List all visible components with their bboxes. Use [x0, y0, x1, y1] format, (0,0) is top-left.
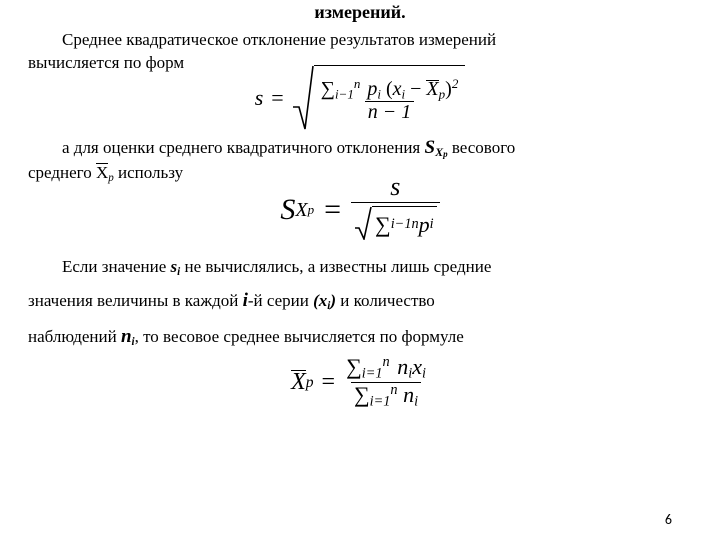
sum-lower: i−1 — [391, 217, 412, 232]
sum-lower: i=1 — [370, 394, 391, 410]
text: среднего — [28, 163, 96, 182]
p-sub: i — [430, 217, 434, 232]
formula-2-sqrt: ∑i−1n pi — [354, 206, 437, 240]
sum-upper: n — [411, 217, 418, 232]
text: весового — [448, 138, 516, 157]
minus: − — [405, 78, 426, 100]
formula-3-equals: = — [322, 369, 336, 396]
formula-3-xbar: X — [291, 369, 306, 396]
sigma-icon: ∑ — [375, 213, 391, 236]
paragraph-2-line-1: а для оценки среднего квадратичного откл… — [28, 135, 515, 161]
sum-upper: n — [390, 382, 397, 398]
text: не вычислялись, а известны лишь средние — [180, 257, 491, 276]
formula-3-xbar-sub: p — [306, 374, 314, 392]
sum-lower: i−1 — [335, 86, 354, 101]
formula-1-sqrt: ∑i−1n pi (xi − Xp)2 n − 1 — [292, 65, 466, 131]
formula-1-equals: = — [271, 85, 283, 111]
pow2: 2 — [452, 76, 459, 91]
text: , то весовое среднее вычисляется по форм… — [135, 327, 464, 346]
n-italic: n — [121, 326, 132, 347]
formula-1-numerator: ∑i−1n pi (xi − Xp)2 — [318, 77, 462, 101]
x-sub: i — [422, 366, 426, 382]
S-sub-x: X — [435, 145, 443, 159]
p: p — [419, 213, 430, 236]
formula-2-p: p — [308, 202, 315, 218]
formula-2-denominator: ∑i−1n pi — [351, 202, 440, 247]
sum-lower: i=1 — [362, 366, 383, 382]
formula-2-numerator: s — [387, 173, 403, 202]
page-number: 6 — [665, 511, 672, 528]
sigma-icon: ∑ — [321, 78, 335, 100]
formula-1-fraction: ∑i−1n pi (xi − Xp)2 n − 1 — [318, 77, 462, 123]
text: и количество — [336, 291, 435, 310]
formula-3-numerator: ∑i=1n nixi — [343, 355, 429, 382]
sum-upper: n — [354, 76, 361, 91]
sqrt-icon — [354, 206, 372, 240]
text: а для оценки среднего квадратичного откл… — [62, 138, 425, 157]
formula-1-sqrt-body: ∑i−1n pi (xi − Xp)2 n − 1 — [314, 65, 466, 131]
n-sub: i — [414, 394, 418, 410]
formula-2-fraction: s ∑i−1n pi — [351, 173, 440, 247]
page: измерений. Среднее квадратическое отклон… — [0, 2, 720, 540]
sigma-icon: ∑ — [346, 354, 362, 379]
n: n — [397, 354, 408, 379]
xi: (x — [313, 291, 327, 310]
formula-2-X: X — [295, 199, 307, 222]
text: Если значение — [62, 257, 171, 276]
sigma-icon: ∑ — [354, 382, 370, 407]
section-title: измерений. — [28, 2, 692, 23]
S-italic: S — [425, 137, 436, 158]
lpar: ( — [386, 78, 393, 100]
paragraph-1-line-2: вычисляется по форм — [28, 53, 184, 72]
sqrt-icon — [292, 65, 314, 131]
formula-1-denominator: n − 1 — [365, 101, 415, 123]
x: x — [393, 78, 402, 100]
formula-2-sqrt-body: ∑i−1n pi — [372, 206, 437, 240]
formula-3-denominator: ∑i=1n ni — [351, 382, 421, 410]
paragraph-1-line-1: Среднее квадратическое отклонение резуль… — [28, 29, 692, 52]
rpar: ) — [445, 78, 452, 100]
text: значения величины в каждой — [28, 291, 243, 310]
text: наблюдений — [28, 327, 121, 346]
xbar: X — [96, 163, 108, 182]
formula-2-equals: = — [324, 193, 341, 227]
formula-3: Xp = ∑i=1n nixi ∑i=1n ni — [28, 355, 692, 409]
p-sub: i — [377, 86, 381, 101]
formula-2-S: S — [280, 193, 295, 227]
text: -й серии — [248, 291, 313, 310]
formula-1-lhs: s — [255, 85, 264, 111]
sum-upper: n — [383, 355, 390, 371]
text: использу — [114, 163, 183, 182]
formula-3-fraction: ∑i=1n nixi ∑i=1n ni — [343, 355, 429, 409]
x-bar: X — [426, 79, 438, 100]
x-bar-inline: X — [96, 161, 108, 185]
p: p — [367, 78, 377, 100]
n: n — [403, 382, 414, 407]
paragraph-3: Если значение si не вычислялись, а извес… — [28, 251, 692, 355]
x: x — [412, 354, 422, 379]
